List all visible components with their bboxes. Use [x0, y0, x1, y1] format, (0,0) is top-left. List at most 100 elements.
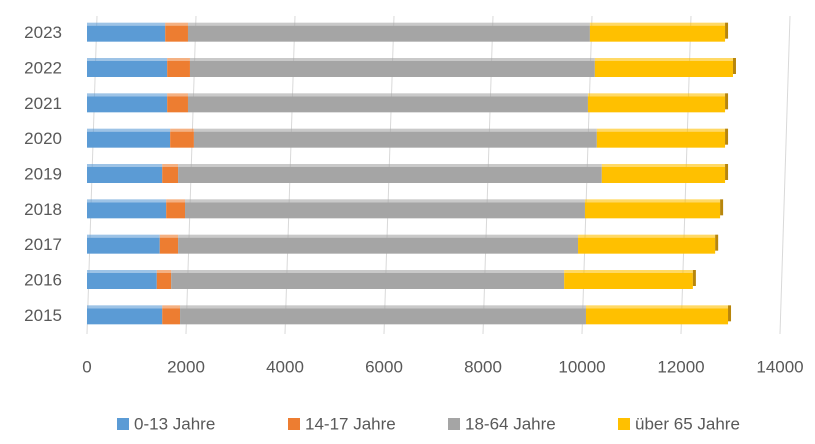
bar-side-edge: [732, 58, 736, 74]
legend-label: über 65 Jahre: [635, 414, 740, 433]
bar-segment: [587, 96, 726, 113]
y-tick-label: 2019: [24, 164, 62, 183]
bar-segment: [171, 273, 565, 289]
bar-side-edge: [725, 22, 729, 39]
bar-segment: [87, 131, 171, 148]
x-tick-label: 0: [82, 357, 91, 376]
bar-top-edge: [87, 93, 168, 97]
bar-top-edge: [178, 234, 579, 238]
bar-top-edge: [189, 58, 595, 61]
bar-top-edge: [180, 305, 586, 309]
x-tick-label: 12000: [657, 357, 704, 376]
bar-side-edge: [692, 270, 696, 286]
bar-segment: [585, 308, 729, 325]
bar-top-edge: [187, 93, 588, 97]
bar-top-edge: [87, 199, 167, 203]
bar-segment: [162, 167, 179, 183]
bar-segment: [167, 61, 190, 77]
bar-segment: [165, 25, 188, 42]
bar-top-edge: [601, 164, 726, 167]
bar-top-edge: [87, 305, 163, 309]
x-tick-label: 6000: [365, 357, 403, 376]
y-tick-label: 2017: [24, 235, 62, 254]
bar-top-edge: [170, 128, 194, 132]
bar-top-edge: [87, 58, 168, 61]
bar-segment: [87, 167, 163, 183]
bar-top-edge: [564, 270, 693, 273]
bar-segment: [584, 202, 721, 219]
y-tick-label: 2018: [24, 200, 62, 219]
x-tick-label: 8000: [464, 357, 502, 376]
bar-top-edge: [578, 234, 716, 238]
bar-segment: [594, 61, 733, 77]
bar-top-edge: [585, 305, 729, 309]
bar-segment: [170, 131, 194, 148]
bar-side-edge: [725, 93, 729, 110]
bar-top-edge: [185, 199, 585, 203]
bar-segment: [167, 96, 188, 113]
bar-segment: [162, 308, 181, 325]
bar-top-edge: [159, 234, 179, 238]
bar-top-edge: [587, 93, 726, 97]
bar-side-edge: [725, 164, 729, 180]
bar-top-edge: [166, 199, 186, 203]
bar-segment: [166, 202, 186, 219]
x-tick-label: 2000: [167, 357, 205, 376]
bar-top-edge: [167, 58, 190, 61]
bar-top-edge: [87, 270, 157, 273]
legend-swatch: [117, 418, 129, 430]
legend-label: 14-17 Jahre: [305, 414, 396, 433]
bar-segment: [187, 96, 588, 113]
bar-segment: [578, 237, 716, 254]
bar-top-edge: [171, 270, 565, 273]
bar-top-edge: [167, 93, 188, 97]
bar-segment: [178, 237, 579, 254]
legend-label: 0-13 Jahre: [134, 414, 215, 433]
bar-top-edge: [589, 22, 726, 26]
bar-segment: [87, 96, 168, 113]
bar-top-edge: [156, 270, 172, 273]
bar-top-edge: [187, 22, 590, 26]
bar-side-edge: [728, 305, 732, 322]
x-tick-label: 14000: [756, 357, 803, 376]
bar-segment: [189, 61, 595, 77]
bar-top-edge: [596, 128, 726, 132]
bar-segment: [178, 167, 602, 183]
bar-segment: [596, 131, 726, 148]
bar-top-edge: [87, 128, 171, 132]
bar-side-edge: [720, 199, 724, 216]
legend-label: 18-64 Jahre: [465, 414, 556, 433]
bar-segment: [159, 237, 179, 254]
y-tick-label: 2016: [24, 270, 62, 289]
y-tick-label: 2021: [24, 94, 62, 113]
bar-top-edge: [162, 305, 181, 309]
bar-segment: [87, 237, 160, 254]
bar-segment: [187, 25, 590, 42]
legend-swatch: [288, 418, 300, 430]
bar-top-edge: [162, 164, 179, 167]
y-tick-label: 2023: [24, 23, 62, 42]
y-tick-label: 2022: [24, 58, 62, 77]
x-tick-label: 10000: [558, 357, 605, 376]
bar-segment: [185, 202, 585, 219]
bar-segment: [156, 273, 172, 289]
bar-top-edge: [193, 128, 597, 132]
bar-segment: [193, 131, 597, 148]
bar-top-edge: [87, 164, 163, 167]
grid-line: [779, 15, 791, 335]
bar-segment: [87, 273, 157, 289]
bar-segment: [180, 308, 586, 325]
y-tick-label: 2020: [24, 129, 62, 148]
x-tick-label: 4000: [266, 357, 304, 376]
bar-top-edge: [87, 22, 166, 26]
y-tick-label: 2015: [24, 306, 62, 325]
bar-top-edge: [584, 199, 721, 203]
bar-segment: [87, 25, 166, 42]
bar-segment: [589, 25, 726, 42]
bar-segment: [564, 273, 693, 289]
bar-top-edge: [178, 164, 602, 167]
bar-segment: [87, 61, 168, 77]
legend-swatch: [618, 418, 630, 430]
